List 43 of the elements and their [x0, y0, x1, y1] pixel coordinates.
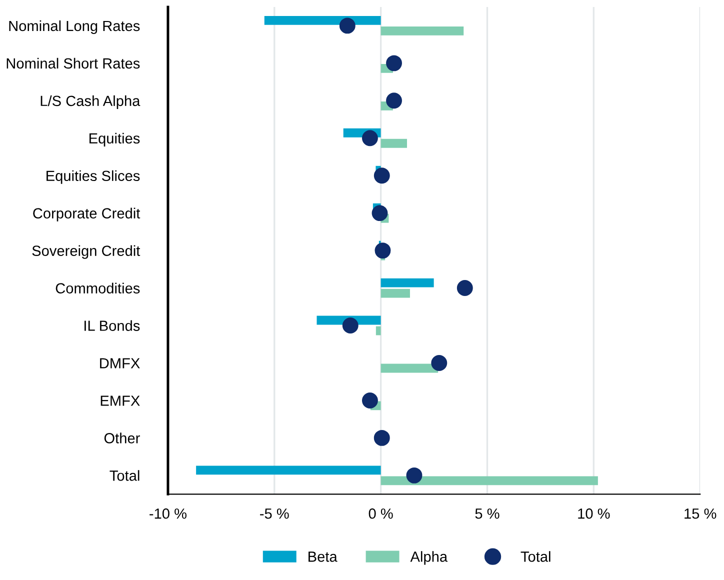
- y-tick-label: Equities Slices: [46, 170, 140, 184]
- bar: [264, 16, 381, 25]
- x-tick-label: 0 %: [368, 508, 393, 519]
- y-tick-label: IL Bonds: [84, 320, 140, 331]
- legend-label: Total: [520, 551, 550, 562]
- legend-label: Beta: [308, 552, 338, 562]
- bar: [196, 466, 381, 475]
- point: [372, 205, 388, 222]
- bar: [380, 278, 434, 288]
- point: [456, 280, 473, 296]
- y-tick-label: Sovereign Credit: [32, 245, 140, 259]
- y-tick-label: Other: [104, 432, 140, 444]
- bar: [380, 26, 464, 36]
- y-tick-label: Nominal Short Rates: [6, 58, 140, 69]
- y-tick-label: Total: [110, 470, 140, 481]
- point: [431, 355, 448, 371]
- y-tick-label: Corporate Credit: [33, 208, 140, 222]
- point: [374, 430, 390, 446]
- point: [386, 92, 402, 109]
- point: [362, 392, 378, 408]
- y-tick-label: Commodities: [56, 282, 140, 294]
- point: [374, 168, 390, 184]
- y-tick-label: DMFX: [100, 358, 140, 368]
- y-tick-label: Equities: [90, 132, 140, 146]
- y-tick-label: L/S Cash Alpha: [40, 95, 140, 109]
- x-tick-label: 5 %: [475, 508, 500, 519]
- x-tick-label: 10 %: [578, 508, 610, 519]
- y-tick-label: Nominal Long Rates: [9, 20, 140, 34]
- bar: [380, 476, 598, 486]
- bar: [376, 326, 381, 336]
- bar: [380, 138, 408, 148]
- point: [362, 130, 378, 146]
- y-tick-label: EMFX: [100, 396, 140, 406]
- point: [339, 18, 356, 34]
- x-tick-label: -10 %: [150, 508, 186, 519]
- legend-label: Alpha: [410, 551, 448, 565]
- point: [342, 318, 358, 334]
- point: [406, 467, 422, 484]
- point: [374, 242, 391, 259]
- x-tick-label: -5 %: [260, 508, 289, 519]
- point: [386, 55, 402, 72]
- x-tick-label: 15 %: [684, 508, 716, 519]
- bar: [380, 288, 410, 298]
